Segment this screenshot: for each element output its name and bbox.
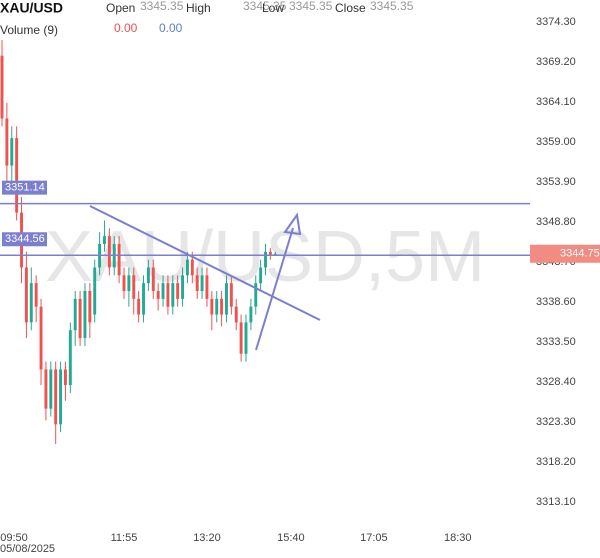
candle-body xyxy=(259,267,263,284)
candle-body xyxy=(34,283,38,307)
candle-body xyxy=(5,118,9,166)
candle-body xyxy=(15,138,19,213)
header-value: 3345.35 xyxy=(370,0,414,13)
volume-value: 0.00 xyxy=(159,21,183,35)
candle-body xyxy=(264,251,267,268)
price-line-label: 3344.56 xyxy=(5,233,45,245)
candle-body xyxy=(249,306,253,323)
candle-body xyxy=(137,298,141,315)
candle-body xyxy=(151,267,155,292)
candle-body xyxy=(225,283,228,315)
plot xyxy=(0,40,277,444)
header-label: Low xyxy=(262,1,284,15)
candle-body xyxy=(234,306,238,323)
arrow-line xyxy=(255,227,294,351)
candle-body xyxy=(254,283,258,307)
candle-body xyxy=(171,283,175,307)
candle-body xyxy=(239,322,243,354)
candle-body xyxy=(166,283,170,307)
header-label: Open xyxy=(106,1,135,15)
candle-body xyxy=(88,291,92,323)
candle-body xyxy=(49,369,53,409)
candle-body xyxy=(132,275,136,299)
candle-body xyxy=(54,369,58,425)
price-line-tag xyxy=(2,180,47,195)
y-tick-label: 3313.10 xyxy=(536,496,576,508)
x-date-label: 05/08/2025 xyxy=(0,543,55,555)
trend-line xyxy=(89,205,321,321)
x-tick-label: 13:20 xyxy=(193,532,221,544)
candle-body xyxy=(63,369,67,386)
last-price-label: 3344.75 xyxy=(560,248,600,260)
header-value: 3345.35 xyxy=(140,0,184,13)
header-label: High xyxy=(186,1,211,15)
y-tick-label: 3364.10 xyxy=(536,96,576,108)
candle-body xyxy=(142,283,145,315)
candle-body xyxy=(122,275,126,292)
candle-body xyxy=(146,267,150,284)
candle-body xyxy=(185,259,189,276)
price-line-tag xyxy=(2,232,47,247)
volume-label: Volume (9) xyxy=(0,23,58,37)
candle-body xyxy=(215,298,219,315)
candle-body xyxy=(0,55,4,119)
y-tick-label: 3374.30 xyxy=(536,16,576,28)
x-tick-label: 18:30 xyxy=(444,532,472,544)
candle-body xyxy=(205,275,209,299)
candle-body xyxy=(107,236,111,268)
y-tick-label: 3328.40 xyxy=(536,376,576,388)
candle-body xyxy=(176,283,180,299)
price-line-label: 3351.14 xyxy=(5,182,45,194)
candle-body xyxy=(73,298,77,331)
y-tick-label: 3369.20 xyxy=(536,56,576,68)
header-label: Close xyxy=(335,1,366,15)
volume-value: 0.00 xyxy=(114,21,138,35)
y-tick-label: 3348.80 xyxy=(536,216,576,228)
candle-body xyxy=(39,306,43,370)
candle-body xyxy=(24,267,28,323)
candle-body xyxy=(103,236,106,244)
x-tick-label: 17:05 xyxy=(360,532,388,544)
candle-body xyxy=(59,369,63,425)
candle-body xyxy=(195,275,199,292)
y-tick-label: 3353.90 xyxy=(536,176,576,188)
candle-body xyxy=(68,330,72,386)
candle-body xyxy=(273,253,277,255)
y-tick-label: 3323.30 xyxy=(536,416,576,428)
candle-body xyxy=(190,259,194,276)
candle-body xyxy=(29,283,33,323)
header-value: 3345.35 xyxy=(289,0,333,13)
y-tick-label: 3359.00 xyxy=(536,136,576,148)
candle-body xyxy=(83,291,87,339)
candle-body xyxy=(161,283,165,299)
candle-body xyxy=(220,298,224,315)
y-tick-label: 3318.20 xyxy=(536,456,576,468)
candle-body xyxy=(10,138,14,166)
candle-body xyxy=(244,322,248,354)
y-tick-label: 3333.50 xyxy=(536,336,576,348)
candle-body xyxy=(44,369,48,409)
symbol-title: XAU/USD xyxy=(0,0,63,16)
header-value: 3345.35 xyxy=(243,0,287,13)
x-tick-label: 15:40 xyxy=(277,532,305,544)
candle-body xyxy=(229,283,233,307)
candle-body xyxy=(156,291,160,299)
arrow-head xyxy=(283,212,302,236)
y-tick-label: 3338.60 xyxy=(536,296,576,308)
candle-body xyxy=(210,298,214,315)
candle-body xyxy=(181,275,185,299)
candle-body xyxy=(117,243,121,276)
last-price-tag xyxy=(530,244,600,263)
candle-body xyxy=(268,251,272,256)
x-tick-label: 09:50 xyxy=(0,532,28,544)
candle-body xyxy=(93,267,97,315)
candle-body xyxy=(78,298,82,339)
x-tick-label: 11:55 xyxy=(111,532,138,544)
candle-body xyxy=(127,275,131,292)
candle-body xyxy=(200,275,204,292)
